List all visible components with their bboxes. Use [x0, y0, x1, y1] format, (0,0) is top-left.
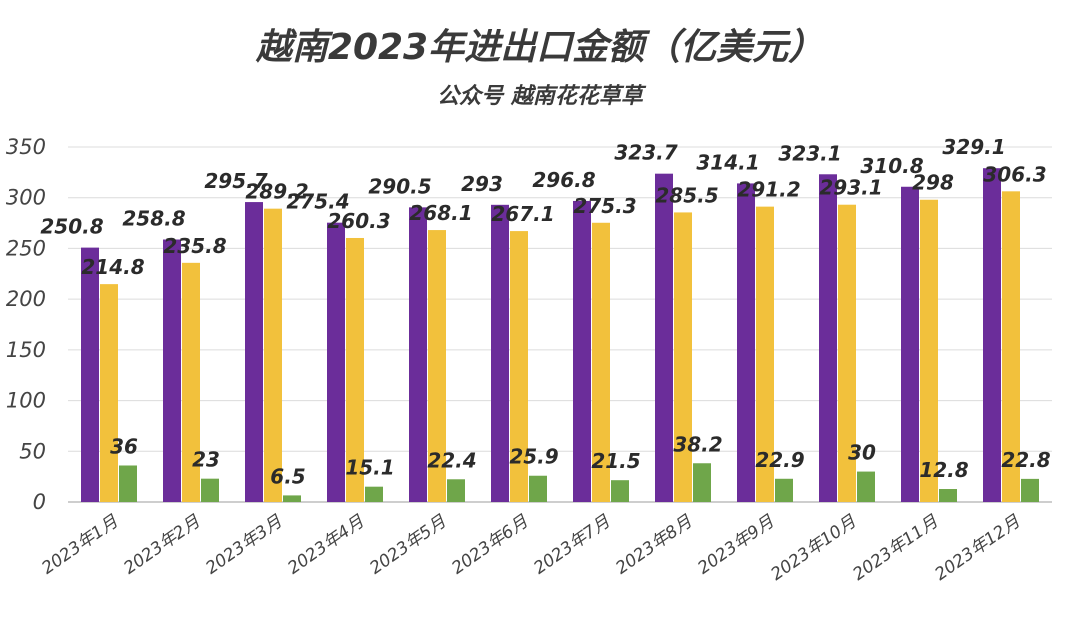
- bar: [510, 231, 528, 502]
- data-label: 296.8: [532, 168, 595, 192]
- data-label: 22.4: [427, 448, 476, 472]
- data-label: 258.8: [122, 207, 185, 231]
- bar: [592, 222, 610, 502]
- bar: [1002, 191, 1020, 502]
- bars: [81, 168, 1039, 503]
- bar: [81, 247, 99, 502]
- bar: [264, 208, 282, 502]
- data-label: 214.8: [81, 255, 144, 279]
- bar: [674, 212, 692, 502]
- data-label: 298: [912, 171, 954, 195]
- y-tick-label: 350: [6, 135, 46, 159]
- x-tick-label: 2023年8月: [612, 511, 696, 578]
- bar: [428, 230, 446, 502]
- bar: [775, 478, 793, 502]
- x-tick-label: 2023年9月: [694, 511, 778, 578]
- bar: [920, 199, 938, 502]
- y-tick-label: 150: [6, 338, 46, 362]
- x-tick-label: 2023年10月: [767, 511, 860, 585]
- data-label: 310.8: [860, 154, 923, 178]
- data-label: 295.7: [204, 169, 267, 193]
- bar: [1021, 478, 1039, 502]
- chart-subtitle: 公众号 越南花花草草: [437, 84, 643, 109]
- bar: [245, 202, 263, 502]
- bar: [737, 183, 755, 503]
- chart-title: 越南2023年进出口金额（亿美元）: [255, 27, 825, 68]
- data-label: 23: [192, 448, 220, 472]
- bar: [983, 168, 1001, 502]
- bar: [409, 207, 427, 502]
- bar: [182, 262, 200, 502]
- x-tick-label: 2023年4月: [284, 511, 368, 578]
- x-tick-label: 2023年11月: [849, 511, 942, 585]
- data-label: 285.5: [655, 183, 718, 207]
- bar: [529, 475, 547, 502]
- data-label: 15.1: [345, 456, 394, 480]
- bar: [163, 239, 181, 502]
- bar: [573, 200, 591, 502]
- data-label: 323.1: [778, 141, 841, 165]
- x-tick-label: 2023年12月: [931, 511, 1024, 585]
- data-label: 25.9: [509, 445, 558, 469]
- data-label: 12.8: [919, 458, 968, 482]
- data-label: 22.8: [1001, 448, 1050, 472]
- bar: [693, 463, 711, 502]
- bar: [327, 222, 345, 502]
- data-label: 329.1: [942, 135, 1005, 159]
- data-label: 22.9: [755, 448, 804, 472]
- x-tick-label: 2023年7月: [530, 511, 614, 578]
- data-label: 235.8: [163, 234, 226, 258]
- bar: [838, 204, 856, 502]
- x-tick-label: 2023年6月: [448, 511, 532, 578]
- bar: [283, 495, 301, 502]
- x-tick-label: 2023年2月: [120, 511, 204, 578]
- y-tick-label: 50: [19, 439, 46, 463]
- data-label: 293: [461, 172, 503, 196]
- y-tick-label: 300: [6, 186, 46, 210]
- data-label: 36: [110, 434, 138, 458]
- data-label: 306.3: [983, 162, 1046, 186]
- y-tick-label: 200: [6, 287, 46, 311]
- data-label: 267.1: [491, 202, 554, 226]
- data-label: 250.8: [40, 215, 103, 239]
- data-label: 21.5: [591, 449, 640, 473]
- bar: [819, 174, 837, 502]
- bar: [201, 478, 219, 502]
- data-label: 275.4: [286, 190, 349, 214]
- bar: [365, 486, 383, 502]
- bar: [100, 284, 118, 502]
- bar: [491, 204, 509, 503]
- bar: [119, 465, 137, 502]
- bar: [857, 471, 875, 502]
- data-label: 260.3: [327, 209, 390, 233]
- bar: [655, 173, 673, 502]
- data-label: 30: [848, 441, 876, 465]
- x-tick-label: 2023年5月: [366, 511, 450, 578]
- data-label: 291.2: [737, 178, 800, 202]
- data-label: 6.5: [270, 464, 305, 488]
- data-label: 293.1: [819, 176, 882, 200]
- bar: [756, 206, 774, 502]
- x-tick-label: 2023年3月: [202, 511, 286, 578]
- bar: [939, 489, 957, 502]
- x-tick-label: 2023年1月: [38, 511, 122, 578]
- data-label: 275.3: [573, 194, 636, 218]
- data-label: 323.7: [614, 141, 677, 165]
- data-label: 290.5: [368, 174, 431, 198]
- bar: [346, 237, 364, 502]
- bar: [901, 186, 919, 502]
- y-tick-label: 100: [6, 389, 46, 413]
- data-label: 268.1: [409, 201, 472, 225]
- data-label: 289.2: [245, 180, 308, 204]
- y-tick-label: 250: [6, 236, 46, 260]
- y-tick-label: 0: [33, 490, 46, 514]
- bar: [447, 479, 465, 502]
- bar: [611, 480, 629, 502]
- data-label: 314.1: [696, 150, 759, 174]
- data-label: 38.2: [673, 432, 722, 456]
- gridlines: [68, 146, 1052, 452]
